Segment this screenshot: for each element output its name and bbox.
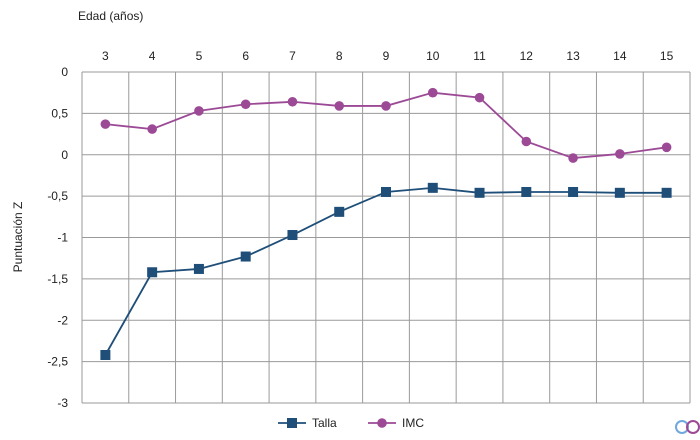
y-tick-label: 0 — [61, 65, 68, 79]
y-tick-label: -2,5 — [47, 355, 68, 369]
data-point-talla — [147, 267, 158, 278]
x-tick-label: 5 — [196, 49, 203, 63]
data-point-imc — [147, 124, 157, 134]
x-tick-label: 9 — [383, 49, 390, 63]
x-axis-title: Edad (años) — [78, 9, 143, 23]
data-point-imc — [287, 96, 298, 107]
legend-marker-imc — [377, 418, 387, 428]
data-point-talla — [614, 187, 625, 198]
data-point-imc — [240, 99, 251, 110]
y-axis-title: Puntuación Z — [11, 202, 25, 273]
x-tick-label: 11 — [473, 49, 486, 63]
data-point-imc — [474, 92, 485, 103]
y-tick-label: 0,5 — [51, 106, 68, 120]
y-tick-label: -1,5 — [47, 272, 68, 286]
y-tick-label: -1 — [57, 231, 68, 245]
data-point-imc — [661, 142, 672, 153]
x-tick-label: 3 — [102, 49, 109, 63]
x-tick-label: 4 — [149, 49, 156, 63]
y-tick-label: -2 — [57, 313, 68, 327]
data-point-imc — [381, 101, 391, 111]
y-tick-label: 0 — [61, 148, 68, 162]
data-point-talla — [287, 230, 298, 241]
data-point-talla — [568, 186, 579, 197]
x-axis-ticks: 3 4 5 6 7 8 9 10 11 12 13 14 15 — [102, 49, 674, 63]
data-point-imc — [334, 101, 345, 111]
data-point-talla — [427, 182, 438, 193]
y-tick-label: -3 — [57, 396, 68, 410]
data-point-talla — [474, 187, 485, 198]
data-point-talla — [521, 186, 532, 197]
data-point-imc — [521, 136, 532, 147]
data-point-talla — [240, 251, 251, 262]
x-tick-label: 7 — [289, 49, 296, 63]
data-point-imc — [194, 106, 204, 116]
data-point-talla — [661, 187, 672, 198]
data-point-talla — [193, 263, 204, 274]
x-tick-label: 13 — [566, 49, 580, 63]
logo-icon — [675, 420, 700, 434]
x-tick-label: 6 — [242, 49, 249, 63]
legend-label-imc: IMC — [402, 416, 424, 430]
data-point-talla — [100, 350, 111, 361]
x-tick-label: 15 — [660, 49, 674, 63]
legend-marker-talla — [287, 418, 297, 428]
x-tick-label: 12 — [520, 49, 534, 63]
legend-label-talla: Talla — [312, 416, 337, 430]
data-point-imc — [615, 149, 625, 159]
y-tick-label: -0,5 — [47, 189, 68, 203]
series-layer — [100, 87, 672, 361]
x-tick-label: 14 — [613, 49, 627, 63]
x-tick-label: 10 — [426, 49, 440, 63]
data-point-talla — [334, 206, 345, 217]
data-point-imc — [427, 87, 438, 98]
data-point-imc — [100, 119, 111, 129]
y-axis-ticks: 0 0,5 0 -0,5 -1 -1,5 -2 -2,5 -3 — [47, 65, 68, 410]
legend: Talla IMC — [278, 416, 424, 430]
data-point-talla — [381, 186, 391, 197]
x-tick-label: 8 — [336, 49, 343, 63]
data-point-imc — [568, 153, 578, 163]
series-line-talla — [104, 186, 667, 356]
